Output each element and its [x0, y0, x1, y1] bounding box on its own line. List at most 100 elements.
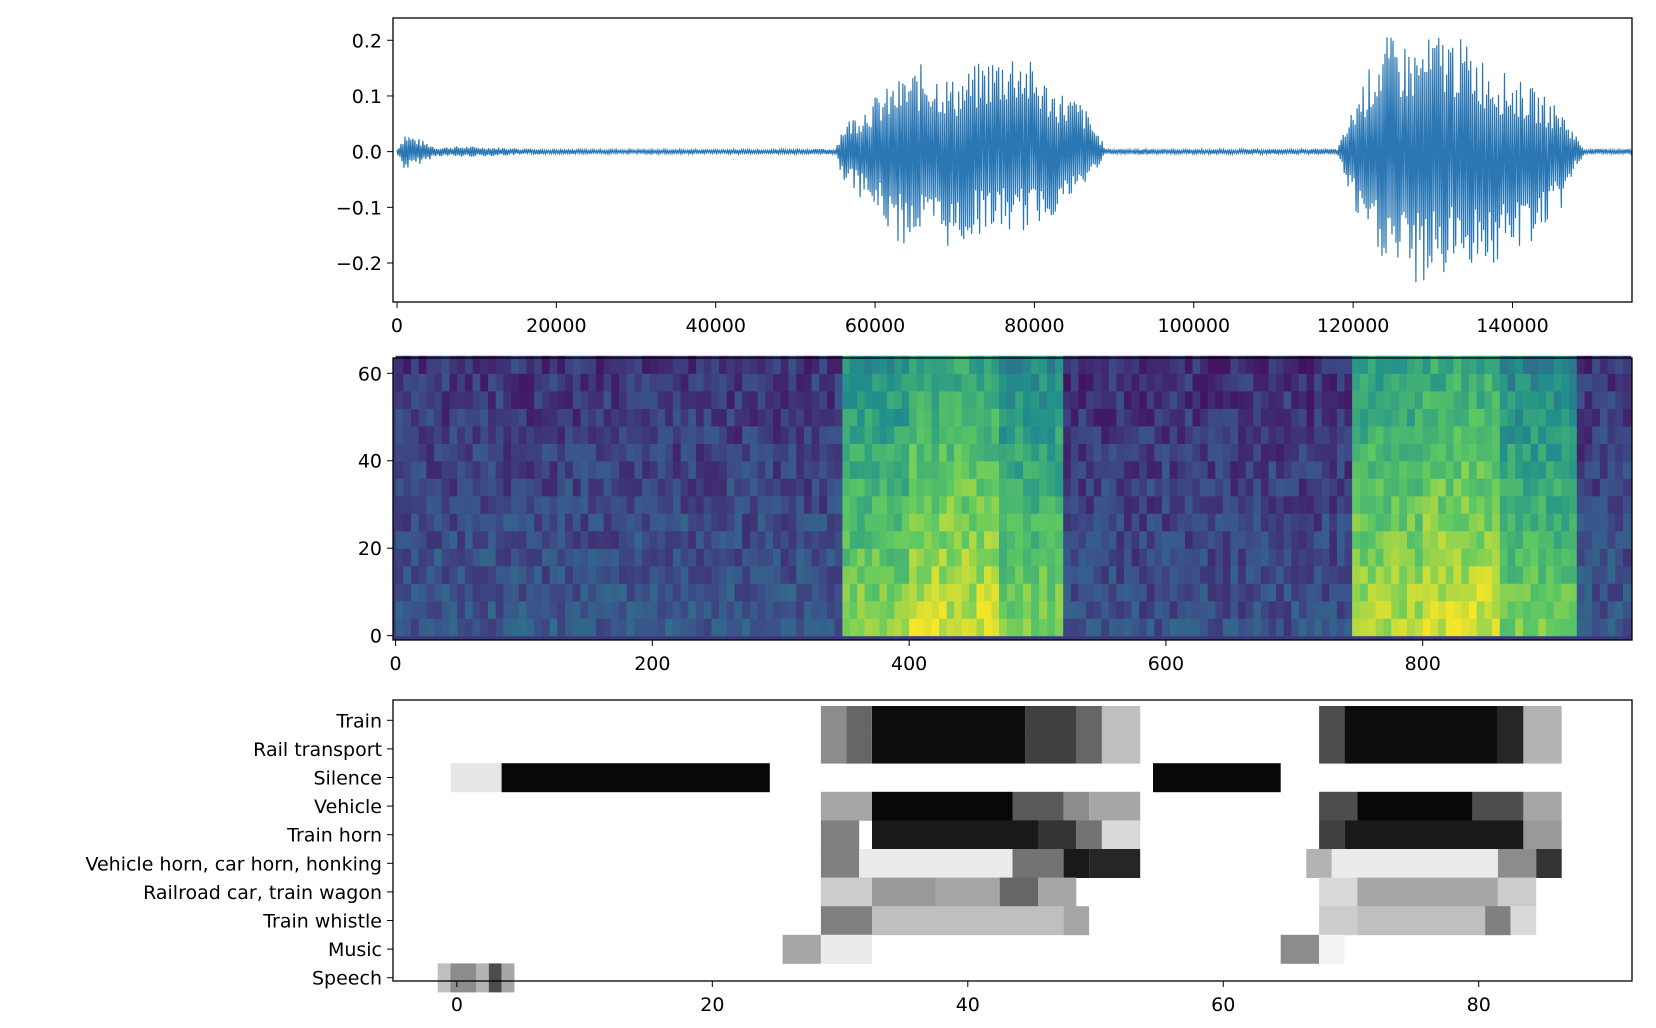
- spectrogram-cell: [1306, 495, 1315, 514]
- spectrogram-cell: [1569, 548, 1578, 567]
- spectrogram-cell: [1086, 618, 1095, 637]
- x-tick-label: 800: [1405, 653, 1441, 675]
- spectrogram-cell: [534, 478, 543, 497]
- spectrogram-cell: [1476, 530, 1485, 549]
- spectrogram-cell: [1007, 495, 1016, 514]
- spectrogram-cell: [1430, 548, 1439, 567]
- spectrogram-cell: [803, 495, 813, 514]
- spectrogram-cell: [526, 373, 535, 392]
- spectrogram-cell: [418, 373, 427, 392]
- spectrogram-cell: [1445, 425, 1455, 444]
- spectrogram-cell: [1207, 408, 1216, 427]
- spectrogram-cell: [1184, 408, 1194, 427]
- spectrogram-cell: [954, 425, 963, 444]
- spectrogram-cell: [726, 460, 736, 479]
- spectrogram-cell: [1438, 495, 1447, 514]
- spectrogram-cell: [703, 618, 712, 637]
- spectrogram-cell: [1623, 443, 1632, 462]
- class-cell: [1344, 734, 1498, 764]
- spectrogram-cell: [916, 373, 925, 392]
- spectrogram-cell: [1407, 548, 1416, 567]
- spectrogram-cell: [511, 513, 520, 532]
- spectrogram-cell: [1260, 530, 1270, 549]
- spectrogram-cell: [418, 495, 427, 514]
- spectrogram-cell: [1268, 583, 1277, 602]
- spectrogram-cell: [1530, 600, 1539, 619]
- spectrogram-cell: [472, 373, 481, 392]
- spectrogram-cell: [642, 355, 651, 374]
- spectrogram-cell: [411, 390, 420, 409]
- spectrogram-cell: [642, 530, 651, 549]
- spectrogram-cell: [1015, 513, 1024, 532]
- spectrogram-cell: [696, 443, 705, 462]
- spectrogram-cell: [449, 530, 458, 549]
- spectrogram-cell: [1383, 618, 1392, 637]
- spectrogram-cell: [1615, 565, 1624, 584]
- spectrogram-cell: [1177, 618, 1186, 637]
- spectrogram-cell: [1055, 600, 1064, 619]
- spectrogram-cell: [1116, 478, 1125, 497]
- spectrogram-cell: [665, 460, 674, 479]
- class-cell: [437, 963, 451, 993]
- spectrogram-cell: [991, 355, 1000, 374]
- spectrogram-cell: [1422, 565, 1431, 584]
- spectrogram-cell: [1276, 618, 1285, 637]
- spectrogram-cell: [1268, 513, 1277, 532]
- spectrogram-cell: [449, 495, 458, 514]
- spectrogram-cell: [1131, 600, 1140, 619]
- spectrogram-cell: [1391, 355, 1400, 374]
- spectrogram-cell: [999, 373, 1008, 392]
- spectrogram-cell: [1039, 565, 1048, 584]
- spectrogram-cell: [1116, 460, 1125, 479]
- spectrogram-cell: [976, 548, 985, 567]
- spectrogram-cell: [1329, 618, 1338, 637]
- spectrogram-cell: [1492, 460, 1501, 479]
- spectrogram-cell: [1546, 390, 1555, 409]
- spectrogram-cell: [1522, 408, 1532, 427]
- class-cell: [1331, 849, 1498, 878]
- spectrogram-cell: [1453, 443, 1462, 462]
- spectrogram-cell: [984, 408, 993, 427]
- spectrogram-cell: [984, 443, 993, 462]
- spectrogram-cell: [1561, 478, 1570, 497]
- spectrogram-cell: [1546, 408, 1555, 427]
- spectrogram-cell: [1007, 460, 1016, 479]
- spectrogram-cell: [939, 425, 948, 444]
- spectrogram-cell: [626, 513, 635, 532]
- spectrogram-cell: [811, 373, 820, 392]
- spectrogram-cell: [464, 530, 474, 549]
- spectrogram-cell: [1359, 460, 1369, 479]
- spectrogram-cell: [403, 373, 412, 392]
- spectrogram-cell: [426, 583, 435, 602]
- spectrogram-cell: [1314, 355, 1323, 374]
- spectrogram-cell: [1414, 583, 1424, 602]
- spectrogram-cell: [1515, 565, 1524, 584]
- spectrogram-cell: [1623, 618, 1632, 637]
- spectrogram-cell: [1623, 373, 1632, 392]
- spectrogram-cell: [999, 565, 1008, 584]
- spectrogram-cell: [619, 478, 628, 497]
- spectrogram-cell: [773, 390, 782, 409]
- spectrogram-cell: [901, 443, 910, 462]
- spectrogram-cell: [1321, 618, 1330, 637]
- spectrogram-cell: [961, 548, 970, 567]
- spectrogram-cell: [1108, 495, 1117, 514]
- spectrogram-cell: [1336, 443, 1346, 462]
- spectrogram-cell: [395, 425, 404, 444]
- spectrogram-cell: [1101, 408, 1110, 427]
- spectrogram-cell: [803, 443, 813, 462]
- spectrogram-cell: [1306, 373, 1315, 392]
- spectrogram-cell: [1375, 583, 1384, 602]
- spectrogram-cell: [1200, 495, 1209, 514]
- spectrogram-cell: [1553, 548, 1562, 567]
- spectrogram-cell: [976, 355, 985, 374]
- spectrogram-cell: [864, 443, 873, 462]
- spectrogram-cell: [901, 618, 910, 637]
- spectrogram-cell: [572, 390, 582, 409]
- spectrogram-cell: [1553, 355, 1562, 374]
- spectrogram-cell: [1430, 530, 1439, 549]
- spectrogram-cell: [780, 443, 789, 462]
- spectrogram-cell: [1207, 478, 1216, 497]
- spectrogram-cell: [1391, 583, 1400, 602]
- spectrogram-cell: [1468, 355, 1478, 374]
